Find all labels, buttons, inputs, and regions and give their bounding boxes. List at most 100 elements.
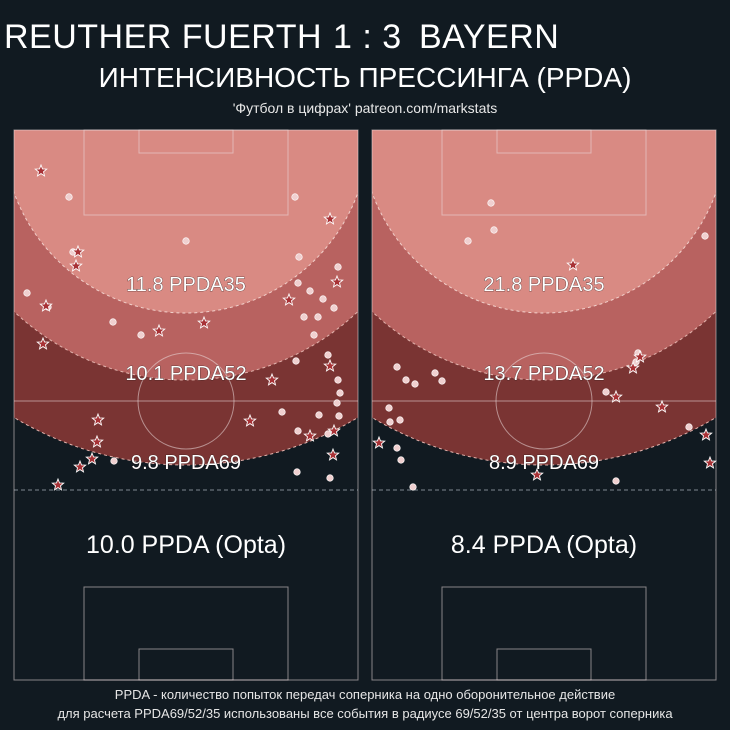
event-dot (685, 423, 693, 431)
event-star (323, 358, 337, 372)
event-star (699, 427, 713, 441)
center-circle (137, 352, 235, 450)
label-ppda69: 8.9 PPDA69 (489, 452, 599, 474)
footer-note-1: PPDA - количество попыток передач соперн… (114, 687, 616, 702)
event-star (372, 435, 386, 449)
event-dot (602, 388, 610, 396)
event-dot (397, 456, 405, 464)
event-star (71, 244, 85, 258)
goal-area-bottom (138, 648, 234, 681)
event-dot (336, 389, 344, 397)
event-dot (409, 483, 417, 491)
event-dot (293, 468, 301, 476)
event-dot (393, 363, 401, 371)
event-star (73, 459, 87, 473)
event-star (323, 211, 337, 225)
event-dot (431, 369, 439, 377)
event-dot (396, 416, 404, 424)
label-ppda35: 21.8 PPDA35 (483, 274, 604, 296)
footer-note-2: для расчета PPDA69/52/35 использованы вс… (57, 706, 673, 721)
event-star (655, 399, 669, 413)
pitch-panel-home: 11.8 PPDA35 10.1 PPDA52 9.8 PPDA69 10.0 PPD… (13, 129, 359, 681)
event-dot (294, 279, 302, 287)
event-dot (385, 404, 393, 412)
label-opta: 10.0 PPDA (Opta) (86, 531, 286, 559)
event-star (265, 372, 279, 386)
ppda-zones (372, 130, 716, 466)
event-dot (701, 232, 709, 240)
goal-area-top (496, 129, 592, 154)
event-star (39, 298, 53, 312)
event-star (303, 428, 317, 442)
event-dot (464, 237, 472, 245)
event-dot (612, 477, 620, 485)
event-dot (295, 253, 303, 261)
event-dot (306, 287, 314, 295)
penalty-box-bottom (441, 586, 647, 681)
event-dot (335, 412, 343, 420)
event-dot (330, 304, 338, 312)
zone-ppda35 (372, 130, 716, 314)
event-dot (278, 408, 286, 416)
event-dot (333, 399, 341, 407)
event-dot (314, 313, 322, 321)
label-ppda52: 13.7 PPDA52 (483, 363, 604, 385)
event-dot (402, 376, 410, 384)
event-star (90, 434, 104, 448)
label-opta: 8.4 PPDA (Opta) (451, 531, 637, 559)
label-ppda52: 10.1 PPDA52 (125, 363, 246, 385)
event-star (282, 292, 296, 306)
event-star (152, 323, 166, 337)
event-star (51, 477, 65, 491)
pitch-panel-away: 21.8 PPDA35 13.7 PPDA52 8.9 PPDA69 8.4 PPDA… (371, 129, 717, 681)
event-star (85, 451, 99, 465)
label-ppda69: 9.8 PPDA69 (131, 452, 241, 474)
event-dot (315, 411, 323, 419)
event-dot (326, 474, 334, 482)
event-dot (334, 376, 342, 384)
event-dot (386, 418, 394, 426)
credit-line: 'Футбол в цифрах' patreon.com/markstats (232, 100, 498, 116)
match-score: 1 : 3 (333, 18, 402, 56)
event-dot (334, 263, 342, 271)
goal-area-bottom (496, 648, 592, 681)
event-star (530, 467, 544, 481)
event-dot (324, 351, 332, 359)
event-dot (487, 199, 495, 207)
event-dot (438, 377, 446, 385)
away-team-name: BAYERN (419, 18, 560, 56)
event-star (36, 336, 50, 350)
event-star (91, 412, 105, 426)
event-star (34, 163, 48, 177)
event-star (326, 447, 340, 461)
event-dot (23, 289, 31, 297)
event-dot (182, 237, 190, 245)
event-star (327, 423, 341, 437)
event-star (243, 413, 257, 427)
label-ppda35: 11.8 PPDA35 (126, 274, 246, 296)
event-star (197, 315, 211, 329)
event-star (330, 274, 344, 288)
ppda-zones (14, 130, 358, 466)
event-star (566, 257, 580, 271)
chart-subtitle: ИНТЕНСИВНОСТЬ ПРЕССИНГА (PPDA) (98, 62, 632, 93)
event-dot (291, 193, 299, 201)
event-star (69, 258, 83, 272)
event-dot (110, 457, 118, 465)
event-dot (109, 318, 117, 326)
event-dot (137, 331, 145, 339)
event-dot (310, 331, 318, 339)
event-dot (65, 193, 73, 201)
center-circle (495, 352, 593, 450)
goal-area-top (138, 129, 234, 154)
event-star (626, 360, 640, 374)
event-dot (294, 427, 302, 435)
event-dot (490, 226, 498, 234)
event-dot (292, 357, 300, 365)
home-team-name: REUTHER FUERTH (4, 18, 323, 56)
zone-ppda35 (14, 130, 358, 314)
event-star (609, 389, 623, 403)
event-dot (411, 380, 419, 388)
event-dot (319, 295, 327, 303)
